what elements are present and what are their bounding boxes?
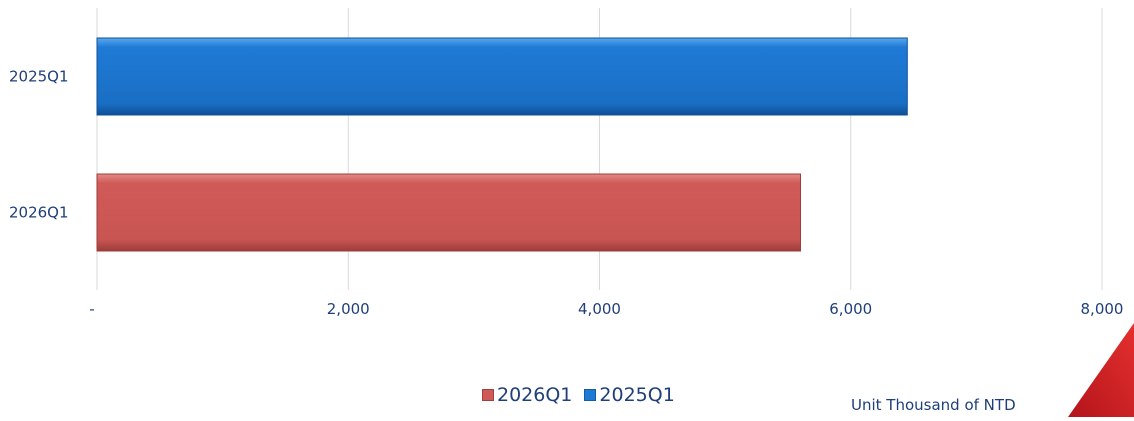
legend-item-2026q1: 2026Q1 <box>482 384 572 406</box>
x-tick-label-2: 4,000 <box>578 300 621 318</box>
corner-decoration <box>1068 323 1134 417</box>
legend: 2026Q1 2025Q1 <box>482 384 675 406</box>
bar-2026q1 <box>96 173 801 252</box>
x-tick-label-3: 6,000 <box>829 300 872 318</box>
bar-2025q1 <box>96 37 908 116</box>
x-tick-label-4: 8,000 <box>1081 300 1124 318</box>
x-tick-label-1: 2,000 <box>327 300 370 318</box>
legend-swatch-2026q1 <box>482 389 494 401</box>
unit-note: Unit Thousand of NTD <box>851 396 1016 414</box>
legend-label-2025q1: 2025Q1 <box>599 384 675 406</box>
legend-item-2025q1: 2025Q1 <box>584 384 675 406</box>
legend-label-2026q1: 2026Q1 <box>497 384 573 406</box>
y-category-label-2025q1: 2025Q1 <box>9 68 69 86</box>
legend-swatch-2025q1 <box>584 389 597 401</box>
y-category-label-2026q1: 2026Q1 <box>9 204 69 222</box>
x-tick-label-0: - <box>89 300 94 318</box>
